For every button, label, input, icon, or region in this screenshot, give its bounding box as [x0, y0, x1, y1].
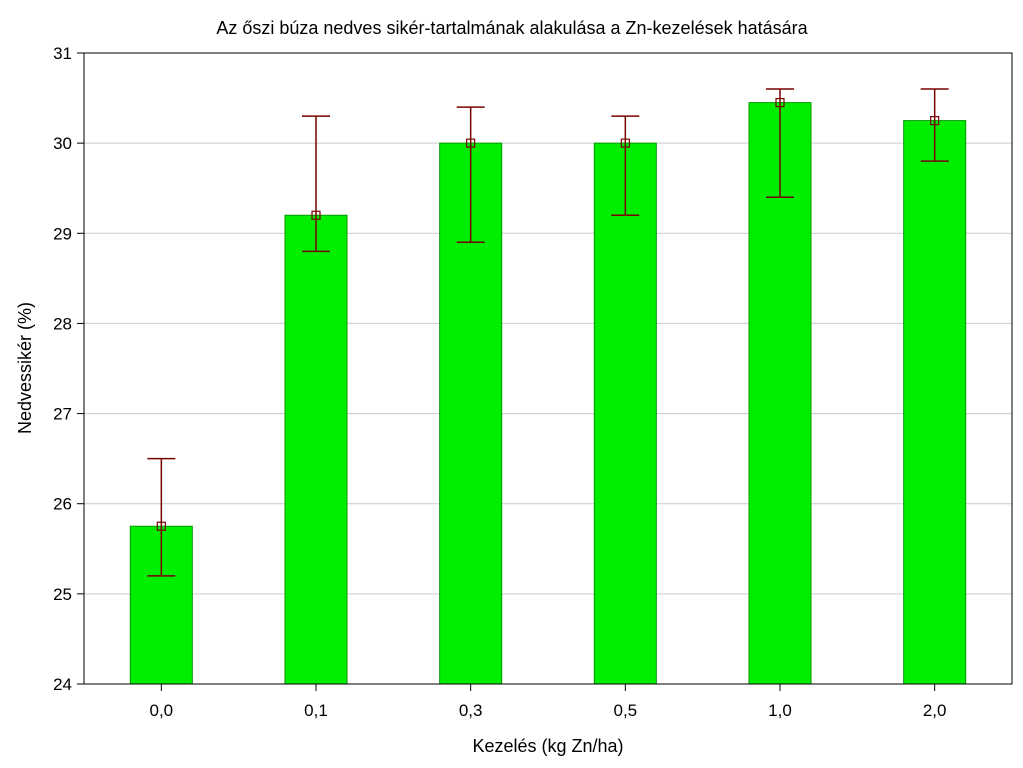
mean-marker — [466, 138, 476, 148]
y-tick-label: 28 — [53, 314, 72, 333]
x-axis-title: Kezelés (kg Zn/ha) — [472, 736, 623, 756]
y-tick-label: 29 — [53, 224, 72, 243]
chart-title: Az őszi búza nedves sikér-tartalmának al… — [216, 18, 808, 38]
mean-marker — [620, 138, 630, 148]
y-axis: 24 25 26 27 28 29 30 31 — [53, 44, 84, 694]
x-tick-label: 0,3 — [459, 701, 483, 720]
bar — [284, 214, 348, 685]
bar — [593, 142, 657, 685]
y-axis-title: Nedvessikér (%) — [15, 302, 35, 434]
y-tick-label: 24 — [53, 675, 72, 694]
bars — [129, 102, 967, 685]
error-bars — [147, 88, 949, 577]
y-tick-label: 26 — [53, 495, 72, 514]
bar — [748, 102, 812, 685]
y-tick-label: 25 — [53, 585, 72, 604]
mean-marker — [156, 521, 166, 531]
gridlines — [84, 142, 1012, 595]
x-axis: 0,0 0,1 0,3 0,5 1,0 2,0 — [150, 684, 947, 720]
mean-marker — [311, 210, 321, 220]
y-tick-label: 30 — [53, 134, 72, 153]
x-tick-label: 1,0 — [768, 701, 792, 720]
x-tick-label: 0,0 — [150, 701, 174, 720]
mean-marker — [775, 97, 785, 108]
y-tick-label: 27 — [53, 405, 72, 424]
x-tick-label: 0,5 — [614, 701, 638, 720]
mean-marker — [930, 116, 940, 126]
x-tick-label: 2,0 — [923, 701, 947, 720]
bar — [903, 120, 967, 685]
plot-frame — [83, 52, 1013, 685]
x-tick-label: 0,1 — [304, 701, 328, 720]
y-tick-label: 31 — [53, 44, 72, 63]
